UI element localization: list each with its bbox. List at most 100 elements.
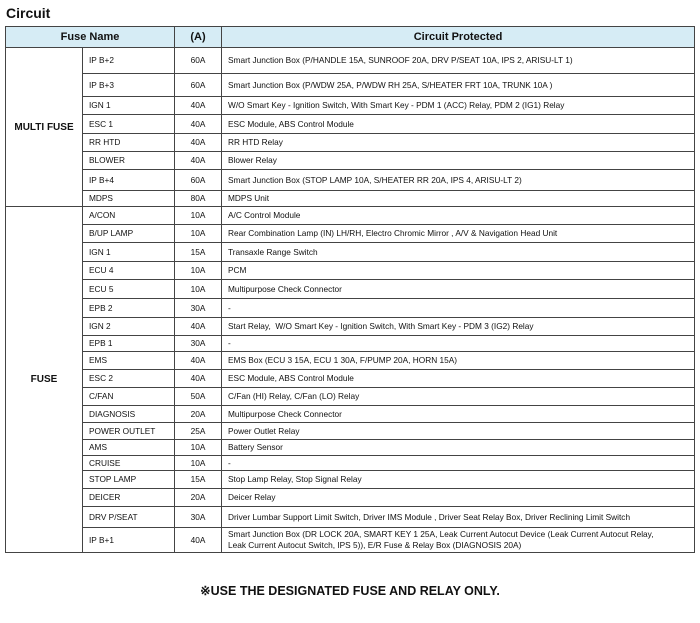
amp-cell: 10A xyxy=(174,439,223,456)
amp-cell: 40A xyxy=(174,527,223,553)
amp-cell: 20A xyxy=(174,488,223,507)
fuse-name-cell: A/CON xyxy=(81,206,176,225)
fuse-name-cell: MDPS xyxy=(81,190,176,207)
fuse-name-cell: EMS xyxy=(81,351,176,370)
amp-cell: 30A xyxy=(174,298,223,318)
fuse-name-cell: IGN 1 xyxy=(81,96,176,115)
table-row: STOP LAMP 15A Stop Lamp Relay, Stop Signal… xyxy=(6,470,695,489)
circuit-cell: Driver Lumbar Support Limit Switch, Driv… xyxy=(221,506,695,528)
circuit-cell: Battery Sensor xyxy=(221,439,695,456)
amp-cell: 60A xyxy=(174,47,223,74)
amp-cell: 30A xyxy=(174,506,223,528)
amp-cell: 40A xyxy=(174,317,223,336)
fuse-name-cell: AMS xyxy=(81,439,176,456)
circuit-cell: Deicer Relay xyxy=(221,488,695,507)
circuit-cell: W/O Smart Key - Ignition Switch, With Sm… xyxy=(221,96,695,115)
amp-cell: 10A xyxy=(174,206,223,225)
circuit-cell: EMS Box (ECU 3 15A, ECU 1 30A, F/PUMP 20… xyxy=(221,351,695,370)
fuse-name-cell: IP B+1 xyxy=(81,527,176,553)
fuse-name-cell: RR HTD xyxy=(81,133,176,152)
table-row: BLOWER 40A Blower Relay xyxy=(6,151,695,170)
fuse-name-cell: DRV P/SEAT xyxy=(81,506,176,528)
amp-cell: 50A xyxy=(174,387,223,406)
circuit-cell: Power Outlet Relay xyxy=(221,422,695,440)
circuit-cell: MDPS Unit xyxy=(221,190,695,207)
table-row: IP B+1 40A Smart Junction Box (DR LOCK 20A… xyxy=(6,527,695,553)
amp-cell: 15A xyxy=(174,242,223,262)
fuse-name-cell: IGN 1 xyxy=(81,242,176,262)
table-row: EMS 40A EMS Box (ECU 3 15A, ECU 1 30A, F/P… xyxy=(6,351,695,370)
circuit-cell: Multipurpose Check Connector xyxy=(221,279,695,299)
table-row: IGN 1 15A Transaxle Range Switch xyxy=(6,242,695,262)
fuse-name-cell: B/UP LAMP xyxy=(81,224,176,243)
fuse-name-cell: DEICER xyxy=(81,488,176,507)
table-header: Fuse Name (A) Circuit Protected xyxy=(4,26,695,48)
amp-cell: 40A xyxy=(174,351,223,370)
fuse-name-cell: STOP LAMP xyxy=(81,470,176,489)
amp-cell: 10A xyxy=(174,224,223,243)
fuse-name-cell: EPB 2 xyxy=(81,298,176,318)
fuse-name-cell: IP B+4 xyxy=(81,169,176,191)
table-row: IGN 2 40A Start Relay, W/O Smart Key - Ign… xyxy=(6,317,695,336)
fuse-name-cell: ECU 5 xyxy=(81,279,176,299)
circuit-cell: A/C Control Module xyxy=(221,206,695,225)
fuse-name-cell: POWER OUTLET xyxy=(81,422,176,440)
fuse-table: Fuse Name (A) Circuit Protected MULTI FU… xyxy=(4,26,695,553)
table-row: DIAGNOSIS 20A Multipurpose Check Connector xyxy=(6,405,695,423)
amp-cell: 30A xyxy=(174,335,223,352)
fuse-name-cell: BLOWER xyxy=(81,151,176,170)
amp-cell: 40A xyxy=(174,114,223,134)
table-row: CRUISE 10A - xyxy=(6,455,695,471)
amp-cell: 60A xyxy=(174,73,223,97)
header-fuse-name: Fuse Name xyxy=(4,26,176,48)
amp-cell: 20A xyxy=(174,405,223,423)
circuit-cell: Smart Junction Box (P/HANDLE 15A, SUNROO… xyxy=(221,47,695,74)
circuit-cell: Multipurpose Check Connector xyxy=(221,405,695,423)
amp-cell: 40A xyxy=(174,151,223,170)
circuit-cell: Smart Junction Box (STOP LAMP 10A, S/HEA… xyxy=(221,169,695,191)
amp-cell: 40A xyxy=(174,96,223,115)
circuit-cell: Blower Relay xyxy=(221,151,695,170)
circuit-cell: - xyxy=(221,298,695,318)
amp-cell: 40A xyxy=(174,133,223,152)
group-label: FUSE xyxy=(5,206,83,553)
circuit-cell: Start Relay, W/O Smart Key - Ignition Sw… xyxy=(221,317,695,336)
table-row: EPB 2 30A - xyxy=(6,298,695,318)
circuit-cell: Smart Junction Box (P/WDW 25A, P/WDW RH … xyxy=(221,73,695,97)
amp-cell: 25A xyxy=(174,422,223,440)
table-row: RR HTD 40A RR HTD Relay xyxy=(6,133,695,152)
fuse-name-cell: C/FAN xyxy=(81,387,176,406)
footer-note: ※USE THE DESIGNATED FUSE AND RELAY ONLY. xyxy=(200,584,500,598)
table-row: MULTI FUSE IP B+2 60A Smart Junction Box (P… xyxy=(5,47,695,207)
section-title: Circuit xyxy=(6,5,51,21)
table-row: ECU 4 10A PCM xyxy=(6,261,695,280)
amp-cell: 10A xyxy=(174,261,223,280)
fuse-name-cell: EPB 1 xyxy=(81,335,176,352)
circuit-cell: Stop Lamp Relay, Stop Signal Relay xyxy=(221,470,695,489)
table-row: IP B+4 60A Smart Junction Box (STOP LAMP 1… xyxy=(6,169,695,191)
table-row: C/FAN 50A C/Fan (HI) Relay, C/Fan (LO) Rel… xyxy=(6,387,695,406)
circuit-cell: Smart Junction Box (DR LOCK 20A, SMART K… xyxy=(221,527,695,553)
circuit-cell: - xyxy=(221,455,695,471)
amp-cell: 10A xyxy=(174,279,223,299)
table-row: IGN 1 40A W/O Smart Key - Ignition Switch,… xyxy=(6,96,695,115)
amp-cell: 80A xyxy=(174,190,223,207)
table-row: DEICER 20A Deicer Relay xyxy=(6,488,695,507)
amp-cell: 60A xyxy=(174,169,223,191)
table-row: DRV P/SEAT 30A Driver Lumbar Support Limit… xyxy=(6,506,695,528)
table-row: FUSE A/CON 10A A/C Control Module xyxy=(5,206,695,553)
circuit-cell: ESC Module, ABS Control Module xyxy=(221,369,695,388)
fuse-name-cell: IP B+3 xyxy=(81,73,176,97)
circuit-cell: C/Fan (HI) Relay, C/Fan (LO) Relay xyxy=(221,387,695,406)
amp-cell: 15A xyxy=(174,470,223,489)
circuit-cell: Rear Combination Lamp (IN) LH/RH, Electr… xyxy=(221,224,695,243)
table-row: IP B+3 60A Smart Junction Box (P/WDW 25A, … xyxy=(6,73,695,97)
table-row: AMS 10A Battery Sensor xyxy=(6,439,695,456)
fuse-name-cell: IP B+2 xyxy=(81,47,176,74)
circuit-cell: RR HTD Relay xyxy=(221,133,695,152)
fuse-name-cell: DIAGNOSIS xyxy=(81,405,176,423)
amp-cell: 40A xyxy=(174,369,223,388)
fuse-name-cell: ESC 1 xyxy=(81,114,176,134)
fuse-name-cell: CRUISE xyxy=(81,455,176,471)
circuit-cell: PCM xyxy=(221,261,695,280)
